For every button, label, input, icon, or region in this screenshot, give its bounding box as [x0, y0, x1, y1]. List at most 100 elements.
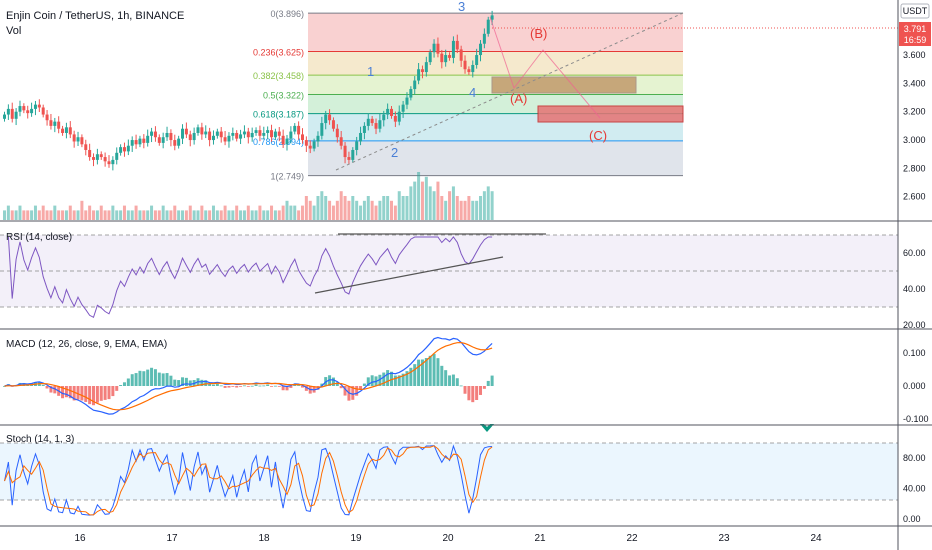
volume-bar — [386, 196, 390, 220]
volume-bar — [184, 210, 188, 220]
volume-bar — [467, 196, 471, 220]
macd-histogram-bar — [471, 386, 475, 403]
candle-body — [270, 130, 274, 138]
volume-bar — [72, 210, 76, 220]
macd-histogram — [3, 353, 494, 406]
down-arrow-icon — [480, 424, 494, 432]
stoch-label: Stoch (14, 1, 3) — [6, 434, 74, 445]
volume-bar — [281, 205, 285, 220]
macd-histogram-bar — [165, 373, 169, 386]
macd-label: MACD (12, 26, close, 9, EMA, EMA) — [6, 339, 167, 350]
candle-body — [428, 52, 432, 63]
rsi-pane[interactable]: RSI (14, close) — [0, 232, 898, 319]
macd-histogram-bar — [297, 385, 301, 386]
fib-level-label: 1(2.749) — [270, 172, 304, 182]
last-price-badge — [899, 22, 931, 46]
rsi-tick: 40.00 — [903, 284, 926, 294]
price-axis[interactable]: USDT 3.791 16:59 3.600 3.400 3.200 3.000 2.8… — [899, 3, 931, 524]
macd-histogram-bar — [428, 355, 432, 386]
candle-body — [413, 80, 417, 90]
macd-histogram-bar — [130, 374, 134, 386]
stoch-tick: 80.00 — [903, 453, 926, 463]
volume-bar — [215, 210, 219, 220]
candle-body — [68, 127, 72, 135]
macd-histogram-bar — [153, 369, 157, 386]
candle-body — [339, 137, 343, 146]
macd-histogram-bar — [351, 386, 355, 400]
macd-histogram-bar — [254, 384, 258, 386]
volume-bar — [362, 200, 366, 220]
candle-body — [169, 132, 173, 141]
volume-bar — [37, 210, 41, 220]
macd-histogram-bar — [420, 359, 424, 386]
volume-bar — [235, 205, 239, 220]
time-label: 18 — [258, 533, 270, 544]
volume-bar — [153, 210, 157, 220]
candle-body — [142, 138, 146, 143]
candle-body — [482, 33, 486, 44]
macd-histogram-bar — [61, 386, 65, 399]
macd-histogram-bar — [300, 386, 304, 388]
main-pane[interactable]: 0(3.896) 0.236(3.625) 0.382(3.458) 0.5(3.32… — [3, 0, 898, 220]
candle-body — [262, 132, 266, 136]
currency-badge — [900, 3, 930, 19]
candle-body — [173, 140, 177, 146]
bar-countdown: 16:59 — [904, 35, 927, 45]
candle-body — [107, 161, 111, 165]
macd-histogram-bar — [451, 374, 455, 386]
macd-histogram-bar — [92, 386, 96, 406]
volume-bar — [107, 210, 111, 220]
candle-body — [420, 69, 424, 73]
macd-histogram-bar — [119, 385, 123, 386]
macd-histogram-bar — [370, 375, 374, 386]
macd-histogram-bar — [455, 378, 459, 386]
macd-histogram-bar — [463, 386, 467, 394]
candle-body — [440, 53, 444, 63]
projection-path[interactable] — [489, 16, 601, 119]
macd-histogram-bar — [134, 373, 138, 386]
fib-zone — [308, 140, 683, 176]
target-zone-brown[interactable] — [491, 76, 637, 94]
candle-body — [355, 141, 359, 150]
time-axis[interactable]: 16 17 18 19 20 21 22 23 24 — [74, 533, 822, 544]
candle-body — [49, 120, 53, 126]
macd-histogram-bar — [320, 383, 324, 386]
candle-body — [328, 114, 332, 121]
candle-body — [111, 159, 115, 165]
macd-histogram-bar — [138, 370, 142, 386]
wave-a-label: (A) — [510, 91, 527, 106]
candle-body — [208, 131, 212, 141]
stoch-pane[interactable]: Stoch (14, 1, 3) — [0, 424, 898, 516]
candle-body — [6, 108, 10, 115]
time-label: 16 — [74, 533, 86, 544]
candle-body — [119, 147, 123, 153]
volume-bar — [126, 210, 130, 220]
volume-bar — [270, 205, 274, 220]
macd-pane[interactable]: MACD (12, 26, close, 9, EMA, EMA) — [3, 336, 494, 415]
rsi-trendline-bottom[interactable] — [314, 256, 504, 294]
volume-bar — [177, 210, 181, 220]
time-label: 17 — [166, 533, 178, 544]
macd-histogram-bar — [169, 375, 173, 386]
macd-histogram-bar — [242, 385, 246, 387]
candle-body — [57, 121, 61, 129]
candle-body — [382, 114, 386, 121]
candle-body — [18, 106, 22, 112]
macd-histogram-bar — [277, 386, 281, 387]
fib-level-label: 0.382(3.458) — [253, 71, 304, 81]
time-label: 24 — [810, 533, 822, 544]
price-tick: 2.600 — [903, 192, 926, 202]
target-zone-red[interactable] — [537, 105, 684, 123]
candle-body — [347, 157, 351, 160]
volume-bar — [413, 181, 417, 220]
price-ticks: 3.600 3.400 3.200 3.000 2.800 2.600 — [903, 50, 926, 202]
candle-body — [41, 107, 45, 115]
wave-b-label: (B) — [530, 26, 547, 41]
macd-histogram-bar — [49, 386, 53, 393]
candle-body — [14, 111, 18, 119]
candle-body — [122, 147, 126, 152]
candle-body — [30, 108, 34, 114]
volume-bar — [161, 205, 165, 220]
candle-body — [479, 43, 483, 56]
